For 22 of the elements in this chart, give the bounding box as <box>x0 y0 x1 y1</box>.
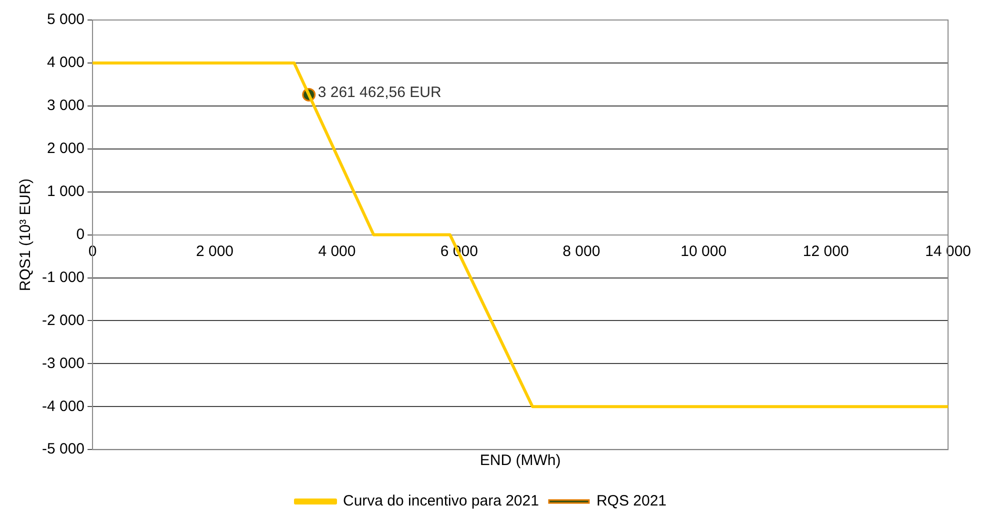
y-tick-label: -4 000 <box>42 398 85 415</box>
y-axis-title: RQS1 (10³ EUR) <box>17 178 34 292</box>
x-tick-label: 8 000 <box>562 242 600 260</box>
x-tick-label: 14 000 <box>925 242 972 260</box>
y-tick-label: -5 000 <box>42 440 85 458</box>
legend-label: Curva do incentivo para 2021 <box>343 492 539 510</box>
x-tick-label: 12 000 <box>802 242 849 260</box>
y-tick-label: 0 <box>76 226 85 243</box>
legend-label: RQS 2021 <box>596 492 667 510</box>
y-tick-label: -1 000 <box>42 268 85 286</box>
x-tick-label: 4 000 <box>318 242 356 260</box>
y-tick-label: 1 000 <box>46 182 85 200</box>
x-axis-title: END (MWh) <box>480 452 561 470</box>
y-tick-label: 5 000 <box>46 11 85 28</box>
y-tick-label: 3 000 <box>46 97 85 114</box>
y-tick-label: -3 000 <box>42 354 85 372</box>
x-tick-label: 10 000 <box>680 242 727 260</box>
y-tick-label: -2 000 <box>42 312 85 329</box>
annotation: 3 261 462,56 EUR <box>318 84 442 101</box>
y-tick-label: 2 000 <box>46 140 85 158</box>
x-tick-label: 2 000 <box>196 242 234 260</box>
y-tick-label: 4 000 <box>46 54 85 72</box>
